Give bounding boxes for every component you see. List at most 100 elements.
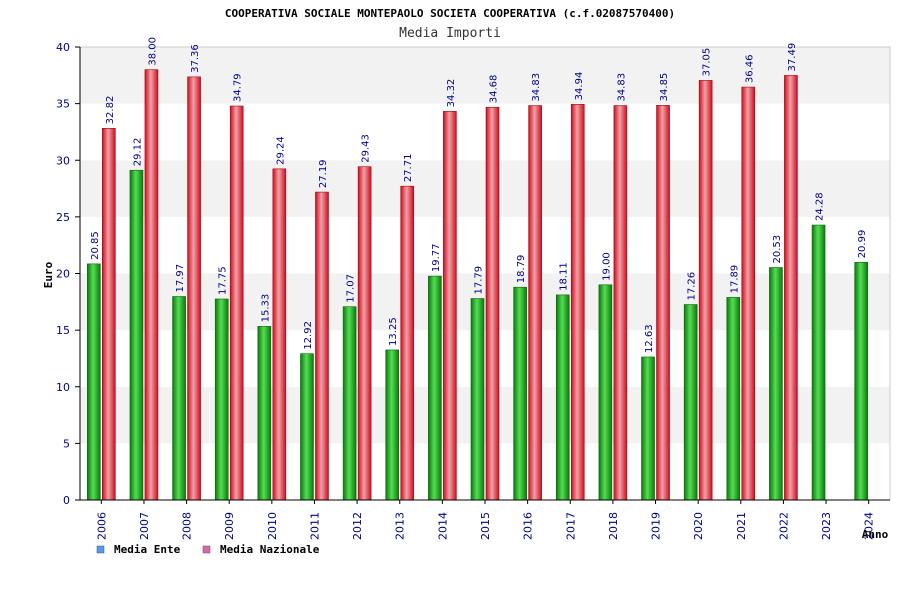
bar-media-nazionale (144, 69, 159, 501)
bar-media-ente (598, 284, 613, 501)
data-label: 20.53 (772, 235, 783, 264)
bar-media-ente (428, 275, 442, 501)
y-tick-label: 10 (56, 381, 70, 394)
plot-band (80, 443, 890, 500)
x-tick-label: 2016 (522, 512, 535, 540)
y-tick-label: 40 (56, 41, 70, 54)
legend-swatch-media-ente (96, 545, 105, 554)
chart-subtitle: Media Importi (399, 26, 501, 41)
y-axis: 0 5 10 15 20 25 30 35 40 (56, 41, 81, 507)
x-tick-label: 2010 (266, 512, 279, 540)
data-label: 12.92 (303, 321, 314, 350)
bar-media-ente (683, 304, 698, 501)
data-label: 13.25 (388, 317, 399, 346)
x-tick-label: 2017 (564, 512, 577, 540)
data-label: 34.32 (446, 79, 457, 108)
bar-media-ente (854, 261, 868, 501)
data-label: 19.77 (431, 243, 442, 272)
x-tick-label: 2019 (650, 512, 663, 540)
bar-media-ente (385, 349, 400, 501)
x-tick-label: 2022 (777, 512, 790, 540)
bar-media-ente (470, 298, 485, 501)
x-tick-label: 2014 (436, 512, 449, 540)
data-label: 17.79 (474, 266, 485, 295)
data-label: 24.28 (815, 192, 826, 221)
y-tick-label: 25 (56, 211, 70, 224)
y-axis-label: Euro (42, 261, 55, 288)
bar-media-nazionale (315, 191, 329, 501)
bar-media-ente (257, 326, 272, 501)
data-label: 17.07 (346, 274, 357, 303)
bar-media-nazionale (613, 105, 628, 501)
bar-media-nazionale (272, 168, 287, 501)
data-label: 19.00 (601, 252, 612, 281)
x-tick-label: 2018 (607, 512, 620, 540)
bar-media-ente (555, 294, 570, 501)
data-label: 17.75 (218, 266, 229, 295)
data-label: 34.83 (531, 73, 542, 102)
data-label: 34.83 (616, 73, 627, 102)
bar-media-ente (129, 169, 144, 501)
x-tick-label: 2024 (863, 512, 876, 540)
data-label: 17.26 (687, 272, 698, 301)
x-tick-label: 2007 (138, 512, 151, 540)
data-label: 17.89 (729, 265, 740, 294)
plot-band (80, 386, 890, 444)
data-label: 34.85 (659, 73, 670, 102)
data-label: 27.19 (318, 159, 329, 188)
x-tick-label: 2011 (308, 512, 321, 540)
bar-media-ente (87, 263, 101, 501)
data-label: 15.33 (260, 294, 271, 323)
y-tick-label: 5 (63, 437, 70, 450)
bar-media-nazionale (357, 166, 372, 501)
y-tick-label: 20 (56, 268, 70, 281)
plot-band (80, 216, 890, 274)
bar-media-nazionale (570, 104, 585, 501)
bar-media-nazionale (229, 105, 244, 501)
data-label: 29.24 (275, 136, 286, 165)
plot-band (80, 160, 890, 217)
y-tick-label: 15 (56, 324, 70, 337)
bars: 20.85 32.82 29.12 38.00 17.97 37.36 17.75 34.79… (87, 37, 868, 501)
plot-background (79, 46, 891, 501)
plot-band (80, 273, 890, 331)
bar-media-nazionale (443, 111, 457, 501)
legend: Media Ente Media Nazionale (96, 543, 320, 556)
data-label: 29.12 (132, 138, 143, 167)
x-tick-label: 2009 (223, 512, 236, 540)
x-tick-label: 2015 (479, 512, 492, 540)
data-label: 17.97 (175, 264, 186, 293)
bar-media-nazionale (528, 105, 542, 501)
bar-media-ente (726, 297, 741, 501)
data-label: 34.94 (574, 72, 585, 101)
x-tick-label: 2006 (95, 512, 108, 540)
x-tick-label: 2023 (820, 512, 833, 540)
data-label: 18.79 (516, 255, 527, 284)
bar-media-nazionale (187, 76, 201, 501)
data-label: 12.63 (644, 324, 655, 353)
data-label: 20.85 (90, 231, 101, 260)
bar-media-nazionale (698, 80, 713, 501)
data-label: 34.68 (489, 75, 500, 104)
data-label: 32.82 (105, 96, 116, 125)
bar-media-ente (300, 353, 314, 501)
x-tick-label: 2013 (394, 512, 407, 540)
x-tick-label: 2008 (181, 512, 194, 540)
plot-band (80, 103, 890, 161)
bar-media-ente (513, 286, 527, 501)
bar-media-nazionale (400, 185, 415, 501)
data-label: 37.49 (787, 43, 798, 72)
data-label: 37.05 (702, 48, 713, 77)
legend-label-media-nazionale: Media Nazionale (220, 543, 320, 556)
x-axis: 2006 2007 2008 2009 2010 2011 2012 2013 2014 2015… (80, 499, 890, 540)
plot-band (80, 47, 890, 104)
legend-label-media-ente: Media Ente (114, 543, 181, 556)
bar-media-nazionale (485, 106, 500, 501)
y-tick-label: 0 (63, 494, 70, 507)
y-tick-label: 30 (56, 154, 70, 167)
x-tick-label: 2020 (692, 512, 705, 540)
bar-media-ente (172, 296, 186, 501)
chart-title: COOPERATIVA SOCIALE MONTEPAOLO SOCIETA C… (225, 7, 675, 20)
bar-media-ente (342, 306, 357, 501)
